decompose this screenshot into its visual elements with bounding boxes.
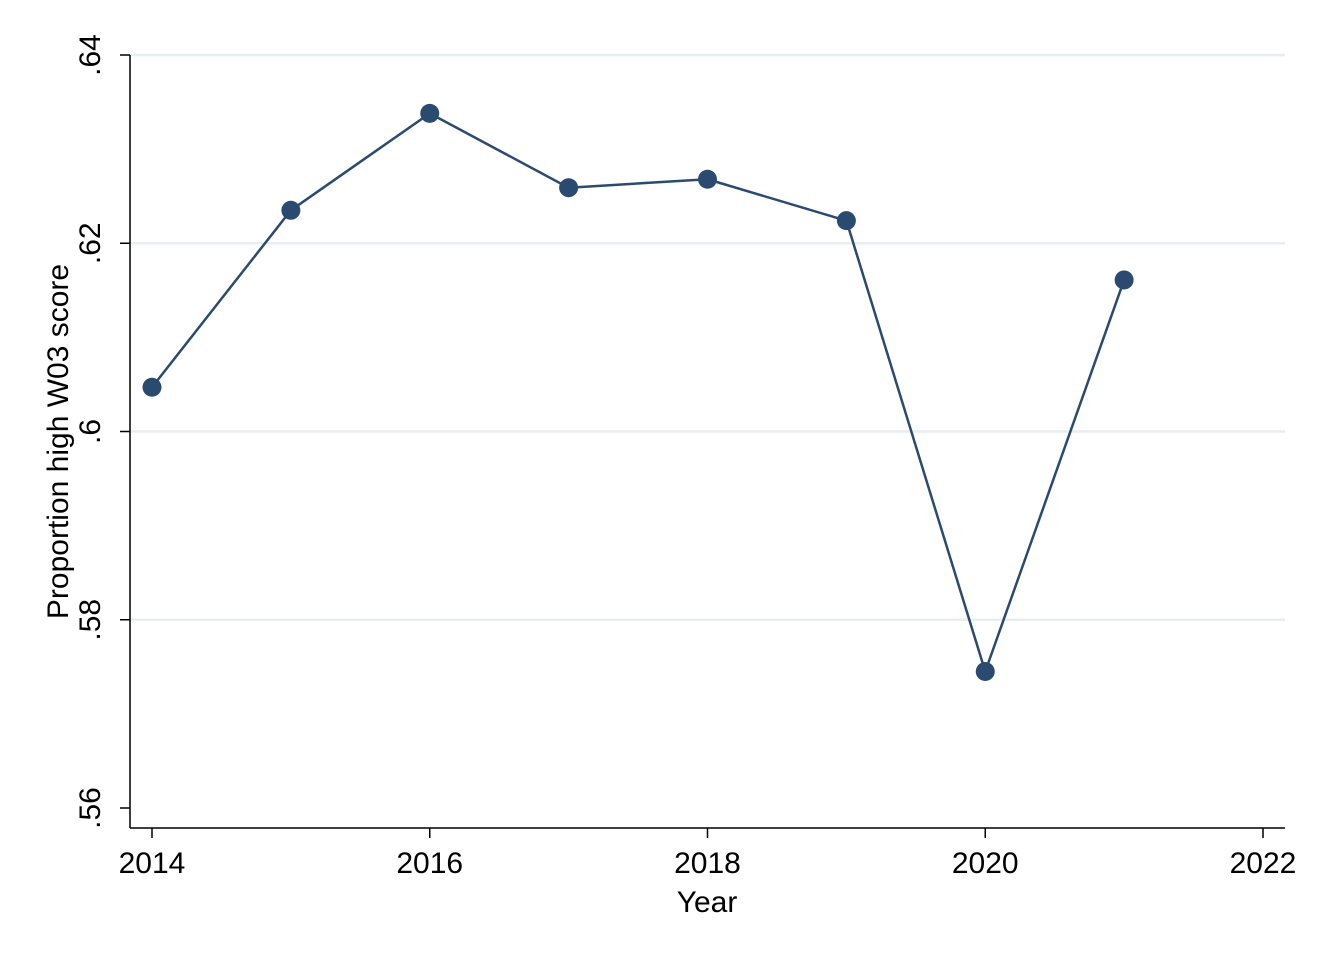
y-tick-label: .64 [74, 34, 107, 76]
y-axis-title: Proportion high W03 score [42, 264, 75, 619]
data-point [559, 178, 579, 198]
series [142, 103, 1134, 682]
grid-lines [130, 53, 1285, 621]
y-tick-label: .56 [74, 787, 107, 829]
x-axis-title: Year [677, 886, 738, 919]
data-point [281, 200, 301, 220]
data-point [698, 169, 717, 189]
x-ticks: 2014 2016 2018 2020 2022 [119, 828, 1297, 880]
data-point [142, 377, 162, 397]
y-ticks: .56 .58 .6 .62 .64 [74, 34, 130, 829]
data-point [420, 103, 440, 123]
data-point [975, 662, 995, 682]
data-point [1114, 270, 1134, 290]
x-tick-label: 2020 [952, 847, 1019, 880]
x-tick-label: 2022 [1230, 847, 1297, 880]
x-tick-label: 2016 [396, 847, 463, 880]
y-tick-label: .58 [74, 599, 107, 641]
y-tick-label: .62 [74, 222, 107, 264]
x-tick-label: 2018 [674, 847, 741, 880]
y-tick-label: .6 [74, 419, 107, 444]
data-point [836, 211, 856, 231]
x-tick-label: 2014 [119, 847, 186, 880]
series-line [151, 112, 1126, 673]
